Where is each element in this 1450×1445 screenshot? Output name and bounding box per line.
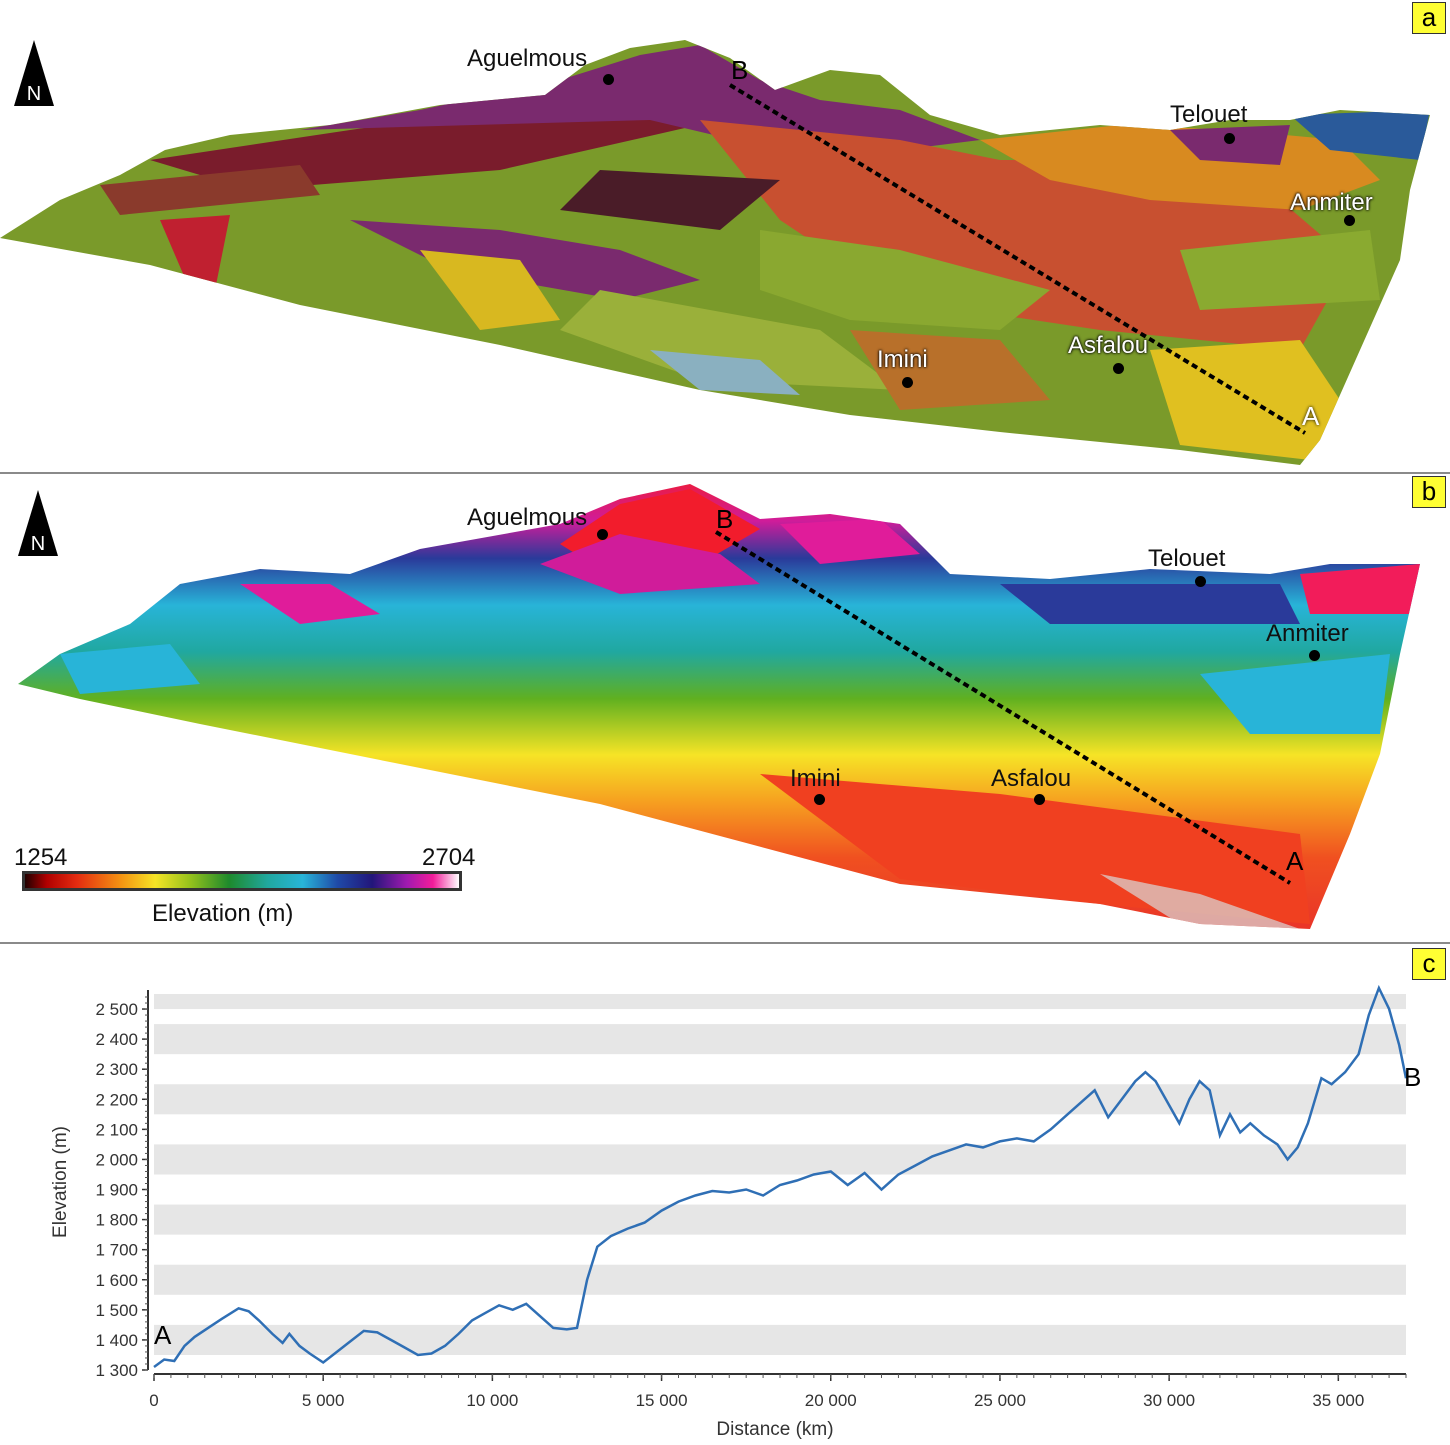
x-tick-label: 25 000: [974, 1391, 1026, 1410]
chart-start-label: A: [154, 1320, 172, 1350]
grid-band: [154, 1204, 1406, 1235]
panel-a-geology-3d: a N Aguelmous B Telouet Anmiter Asfalou …: [0, 0, 1450, 472]
label-imini: Imini: [790, 765, 841, 792]
panel-badge-c: c: [1412, 948, 1446, 980]
elevation-colorbar: [22, 871, 462, 891]
point-aguelmous: [597, 529, 608, 540]
y-tick-label: 1 400: [95, 1331, 138, 1350]
elevation-profile-chart: 1 300 1 400 1 500 1 600 1 700 1 800 1 900 2 000…: [50, 984, 1421, 1440]
grid-band: [154, 994, 1406, 1010]
label-anmiter: Anmiter: [1290, 189, 1373, 216]
x-axis-title: Distance (km): [716, 1419, 833, 1440]
panel-divider: [0, 942, 1450, 944]
y-tick-label: 2 400: [95, 1030, 138, 1049]
y-tick-label: 2 500: [95, 1000, 138, 1019]
colorbar-min-label: 1254: [14, 844, 68, 871]
svg-text:N: N: [27, 83, 41, 105]
grid-band: [154, 1024, 1406, 1055]
point-asfalou: [1034, 794, 1045, 805]
profile-end-label: B: [716, 504, 734, 534]
x-tick-label: 20 000: [805, 1391, 857, 1410]
profile-line-b: [714, 530, 1292, 885]
x-tick-label: 35 000: [1312, 1391, 1364, 1410]
point-imini: [902, 377, 913, 388]
x-tick-label: 10 000: [466, 1391, 518, 1410]
point-telouet: [1224, 133, 1235, 144]
point-imini: [814, 794, 825, 805]
y-tick-label: 1 700: [95, 1241, 138, 1260]
chart-end-label: B: [1404, 1062, 1421, 1092]
grid-band: [154, 1144, 1406, 1175]
y-tick-label: 1 800: [95, 1211, 138, 1230]
y-tick-label: 2 300: [95, 1060, 138, 1079]
panel-badge-b: b: [1412, 476, 1446, 508]
label-telouet: Telouet: [1148, 545, 1226, 572]
profile-start-label: A: [1302, 401, 1320, 431]
panel-divider: [0, 472, 1450, 474]
point-anmiter: [1344, 215, 1355, 226]
y-tick-label: 1 300: [95, 1361, 138, 1380]
elevation-terrain-render: [18, 484, 1420, 929]
y-axis-title: Elevation (m): [50, 1126, 71, 1238]
y-tick-label: 1 900: [95, 1181, 138, 1200]
panel-badge-a: a: [1412, 2, 1446, 34]
north-arrow-icon: N: [14, 40, 54, 106]
label-telouet: Telouet: [1170, 101, 1248, 128]
label-imini: Imini: [877, 346, 928, 373]
x-tick-label: 15 000: [636, 1391, 688, 1410]
geology-terrain-render: [0, 40, 1430, 465]
y-tick-label: 2 000: [95, 1150, 138, 1169]
profile-start-label: A: [1286, 846, 1304, 876]
panel-c-elevation-profile: c 1 300 1 400 1 500 1 600 1 700 1 800 1 900 2 0…: [0, 944, 1450, 1445]
label-aguelmous: Aguelmous: [467, 504, 588, 531]
profile-line-a: [728, 83, 1307, 435]
y-tick-label: 2 100: [95, 1120, 138, 1139]
point-aguelmous: [603, 74, 614, 85]
profile-end-label: B: [731, 55, 749, 85]
x-tick-label: 0: [149, 1391, 158, 1410]
panel-b-elevation-3d: b N Aguelmous B Telouet Anmiter Imini As…: [0, 474, 1450, 942]
point-asfalou: [1113, 363, 1124, 374]
x-tick-label: 30 000: [1143, 1391, 1195, 1410]
north-arrow-icon: N: [18, 490, 58, 556]
label-asfalou: Asfalou: [1068, 332, 1149, 359]
y-tick-label: 1 600: [95, 1271, 138, 1290]
grid-band: [154, 1324, 1406, 1355]
point-telouet: [1195, 576, 1206, 587]
colorbar-max-label: 2704: [422, 844, 476, 871]
grid-band: [154, 1084, 1406, 1115]
point-anmiter: [1309, 650, 1320, 661]
label-aguelmous: Aguelmous: [467, 45, 588, 72]
elevation-profile-series: [153, 984, 1408, 1369]
svg-text:N: N: [31, 533, 45, 555]
x-tick-label: 5 000: [302, 1391, 345, 1410]
label-asfalou: Asfalou: [991, 765, 1072, 792]
grid-band: [154, 1264, 1406, 1295]
y-tick-label: 2 200: [95, 1090, 138, 1109]
colorbar-title: Elevation (m): [152, 900, 294, 927]
y-tick-label: 1 500: [95, 1301, 138, 1320]
label-anmiter: Anmiter: [1266, 620, 1349, 647]
